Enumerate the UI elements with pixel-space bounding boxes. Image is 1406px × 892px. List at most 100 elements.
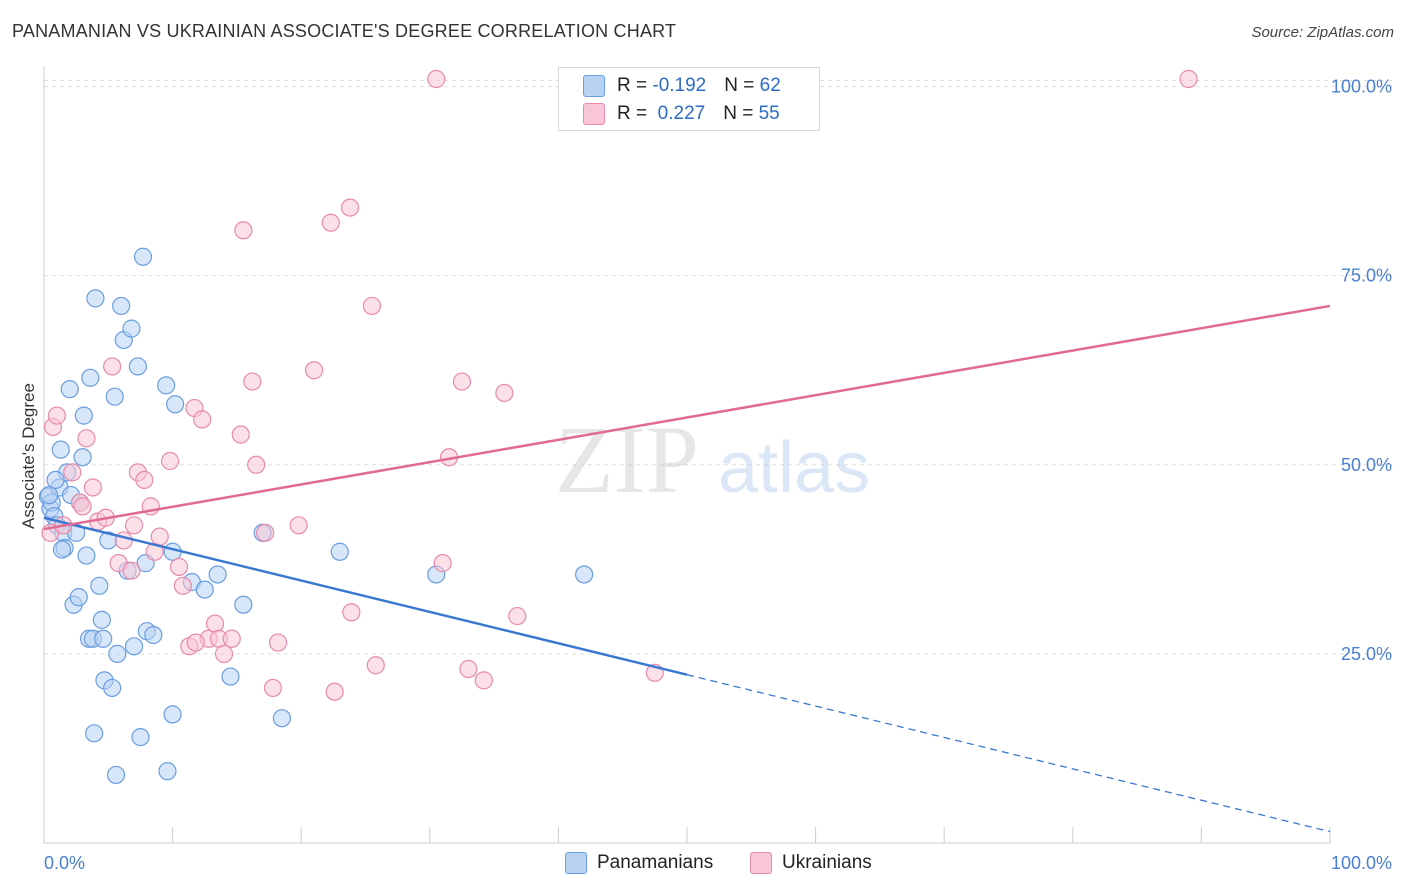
panamanian-point — [46, 470, 65, 490]
ukrainian-point — [325, 682, 344, 701]
ukrainian-point — [169, 557, 189, 577]
ukrainian-point — [135, 470, 154, 490]
series-legend-panamanians: Panamanians — [565, 852, 713, 874]
ukrainian-point — [47, 406, 66, 425]
panamanian-point — [575, 565, 594, 584]
ukrainian-point — [243, 372, 262, 391]
ukrainian-point — [222, 629, 241, 648]
ukrainian-point — [304, 361, 324, 380]
series-swatch-pink — [750, 852, 772, 874]
legend-r-value: -0.192 — [652, 75, 707, 96]
panamanian-point — [221, 667, 240, 686]
ukrainian-point — [234, 221, 253, 240]
panamanian-point — [157, 376, 176, 395]
panamanian-point — [158, 762, 177, 781]
panamanian-trend-extension — [686, 674, 1331, 833]
legend-swatch-pink — [583, 103, 605, 125]
x-tick-label: 0.0% — [44, 853, 85, 873]
x-tick-label: 100.0% — [1331, 853, 1392, 873]
panamanian-point — [163, 705, 182, 724]
ukrainian-point — [433, 554, 452, 573]
ukrainian-point — [340, 198, 360, 217]
ukrainian-point — [289, 516, 308, 535]
ukrainian-point — [342, 603, 361, 622]
ukrainian-point — [77, 429, 96, 448]
ukrainian-point — [263, 678, 283, 698]
ukrainian-point — [362, 296, 382, 316]
panamanian-point — [131, 727, 150, 747]
panamanian-point — [208, 565, 227, 584]
panamanian-point — [40, 485, 59, 505]
legend-r-label: R = — [617, 103, 653, 124]
ukrainian-point — [205, 614, 225, 633]
ukrainian-point — [231, 425, 250, 444]
ukrainian-point — [124, 516, 144, 535]
panamanian-point — [133, 247, 153, 266]
watermark-zip: ZIP — [555, 406, 699, 513]
ukrainian-point — [247, 455, 266, 474]
ukrainian-point — [268, 633, 288, 652]
ukrainian-point — [160, 451, 180, 471]
watermark: ZIP atlas — [555, 406, 870, 513]
ukrainian-point — [495, 383, 514, 403]
ukrainian-point — [150, 527, 169, 546]
panamanian-point — [52, 540, 72, 559]
series-legend: Panamanians Ukrainians — [0, 852, 1406, 878]
ukrainian-point — [256, 523, 275, 542]
ukrainian-point — [321, 213, 340, 232]
ukrainian-point — [193, 410, 212, 429]
series-label-panamanians: Panamanians — [597, 852, 714, 873]
panamanian-point — [106, 765, 126, 785]
ukrainian-point — [508, 606, 527, 626]
chart-title: PANAMANIAN VS UKRAINIAN ASSOCIATE'S DEGR… — [12, 21, 677, 41]
ukrainian-point — [103, 357, 122, 376]
y-tick-label: 50.0% — [1341, 455, 1392, 475]
panamanian-point — [108, 644, 127, 663]
panamanian-point — [94, 629, 113, 648]
legend-row-panamanians: R = -0.192 N = 62 — [583, 74, 781, 98]
legend-r-value: 0.227 — [652, 103, 706, 124]
ukrainian-point — [366, 656, 385, 675]
panamanian-point — [330, 542, 349, 561]
panamanian-point — [234, 595, 253, 614]
legend-n-label: N = — [724, 75, 760, 96]
panamanian-point — [51, 440, 70, 459]
ukrainian-point — [427, 69, 446, 89]
panamanian-point — [73, 448, 92, 467]
panamanian-point — [144, 625, 163, 645]
panamanian-point — [103, 678, 122, 698]
panamanian-point — [92, 610, 111, 629]
watermark-atlas: atlas — [718, 428, 870, 508]
y-tick-label: 25.0% — [1341, 644, 1392, 664]
panamanian-point — [124, 637, 144, 656]
ukrainian-point — [214, 644, 234, 663]
panamanian-point — [105, 387, 124, 406]
ukrainian-point — [1179, 69, 1198, 89]
legend-n-value: 62 — [759, 75, 781, 96]
series-label-ukrainians: Ukrainians — [782, 852, 872, 873]
tick-labels: 25.0% 50.0% 75.0% 100.0% 0.0% 100.0% — [44, 77, 1392, 873]
panamanian-point — [90, 576, 109, 595]
panamanian-point — [69, 588, 88, 607]
panamanian-point — [86, 289, 105, 308]
legend-r-label: R = — [617, 75, 653, 96]
legend-n-value: 55 — [758, 103, 780, 124]
ukrainian-point — [186, 633, 205, 652]
ukrainian-point — [122, 561, 141, 580]
ukrainian-point — [452, 372, 472, 391]
series-legend-ukrainians: Ukrainians — [750, 852, 872, 874]
panamanian-point — [128, 357, 147, 376]
ukrainian-point — [63, 463, 82, 482]
source-label: Source: ZipAtlas.com — [1251, 24, 1394, 41]
panamanian-point — [195, 580, 214, 599]
panamanian-point — [166, 395, 185, 414]
panamanian-point — [81, 368, 100, 387]
panamanian-point — [85, 724, 104, 743]
trend-lines — [43, 304, 1331, 833]
y-axis-label: Associate's Degree — [19, 383, 38, 529]
panamanian-point — [60, 380, 79, 399]
legend-swatch-blue — [583, 75, 605, 97]
panamanian-trend-line — [43, 516, 688, 676]
ukrainian-point — [83, 478, 102, 497]
